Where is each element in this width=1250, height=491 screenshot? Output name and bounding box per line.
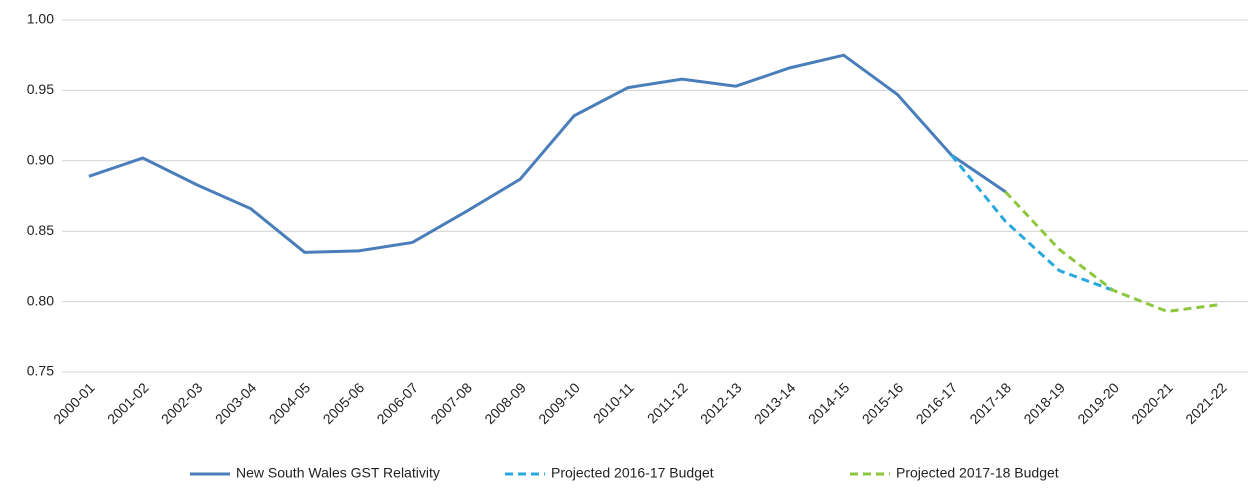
series-line [1004,190,1222,313]
legend-label: Projected 2017-18 Budget [896,465,1059,481]
x-tick-label: 2001-02 [104,379,152,427]
x-tick-label: 2019-20 [1074,379,1122,427]
x-tick-label: 2017-18 [966,379,1014,427]
x-tick-label: 2018-19 [1020,379,1068,427]
x-tick-label: 2015-16 [859,379,907,427]
x-tick-label: 2021-22 [1182,379,1230,427]
x-tick-label: 2009-10 [535,379,583,427]
x-tick-label: 2006-07 [373,379,421,427]
x-tick-label: 2011-12 [644,379,691,426]
x-tick-label: 2004-05 [266,379,314,427]
x-tick-label: 2014-15 [805,379,853,427]
y-tick-label: 0.90 [27,152,54,168]
y-tick-label: 1.00 [27,11,54,27]
y-tick-label: 0.75 [27,363,54,379]
x-tick-label: 2005-06 [320,379,368,427]
legend-label: New South Wales GST Relativity [236,465,440,481]
y-tick-label: 0.85 [27,222,54,238]
x-tick-label: 2013-14 [751,379,799,427]
series-line [950,154,1114,292]
x-tick-label: 2002-03 [158,379,206,427]
x-tick-label: 2010-11 [590,379,637,426]
x-tick-label: 2007-08 [427,379,475,427]
series-line [88,53,1007,254]
x-tick-label: 2012-13 [697,379,745,427]
x-tick-label: 2008-09 [481,379,529,427]
x-tick-label: 2000-01 [50,379,98,427]
y-tick-label: 0.80 [27,292,54,308]
y-tick-label: 0.95 [27,81,54,97]
legend-label: Projected 2016-17 Budget [551,465,714,481]
x-tick-label: 2003-04 [212,379,260,427]
x-tick-label: 2020-21 [1128,379,1176,427]
x-tick-label: 2016-17 [913,379,961,427]
